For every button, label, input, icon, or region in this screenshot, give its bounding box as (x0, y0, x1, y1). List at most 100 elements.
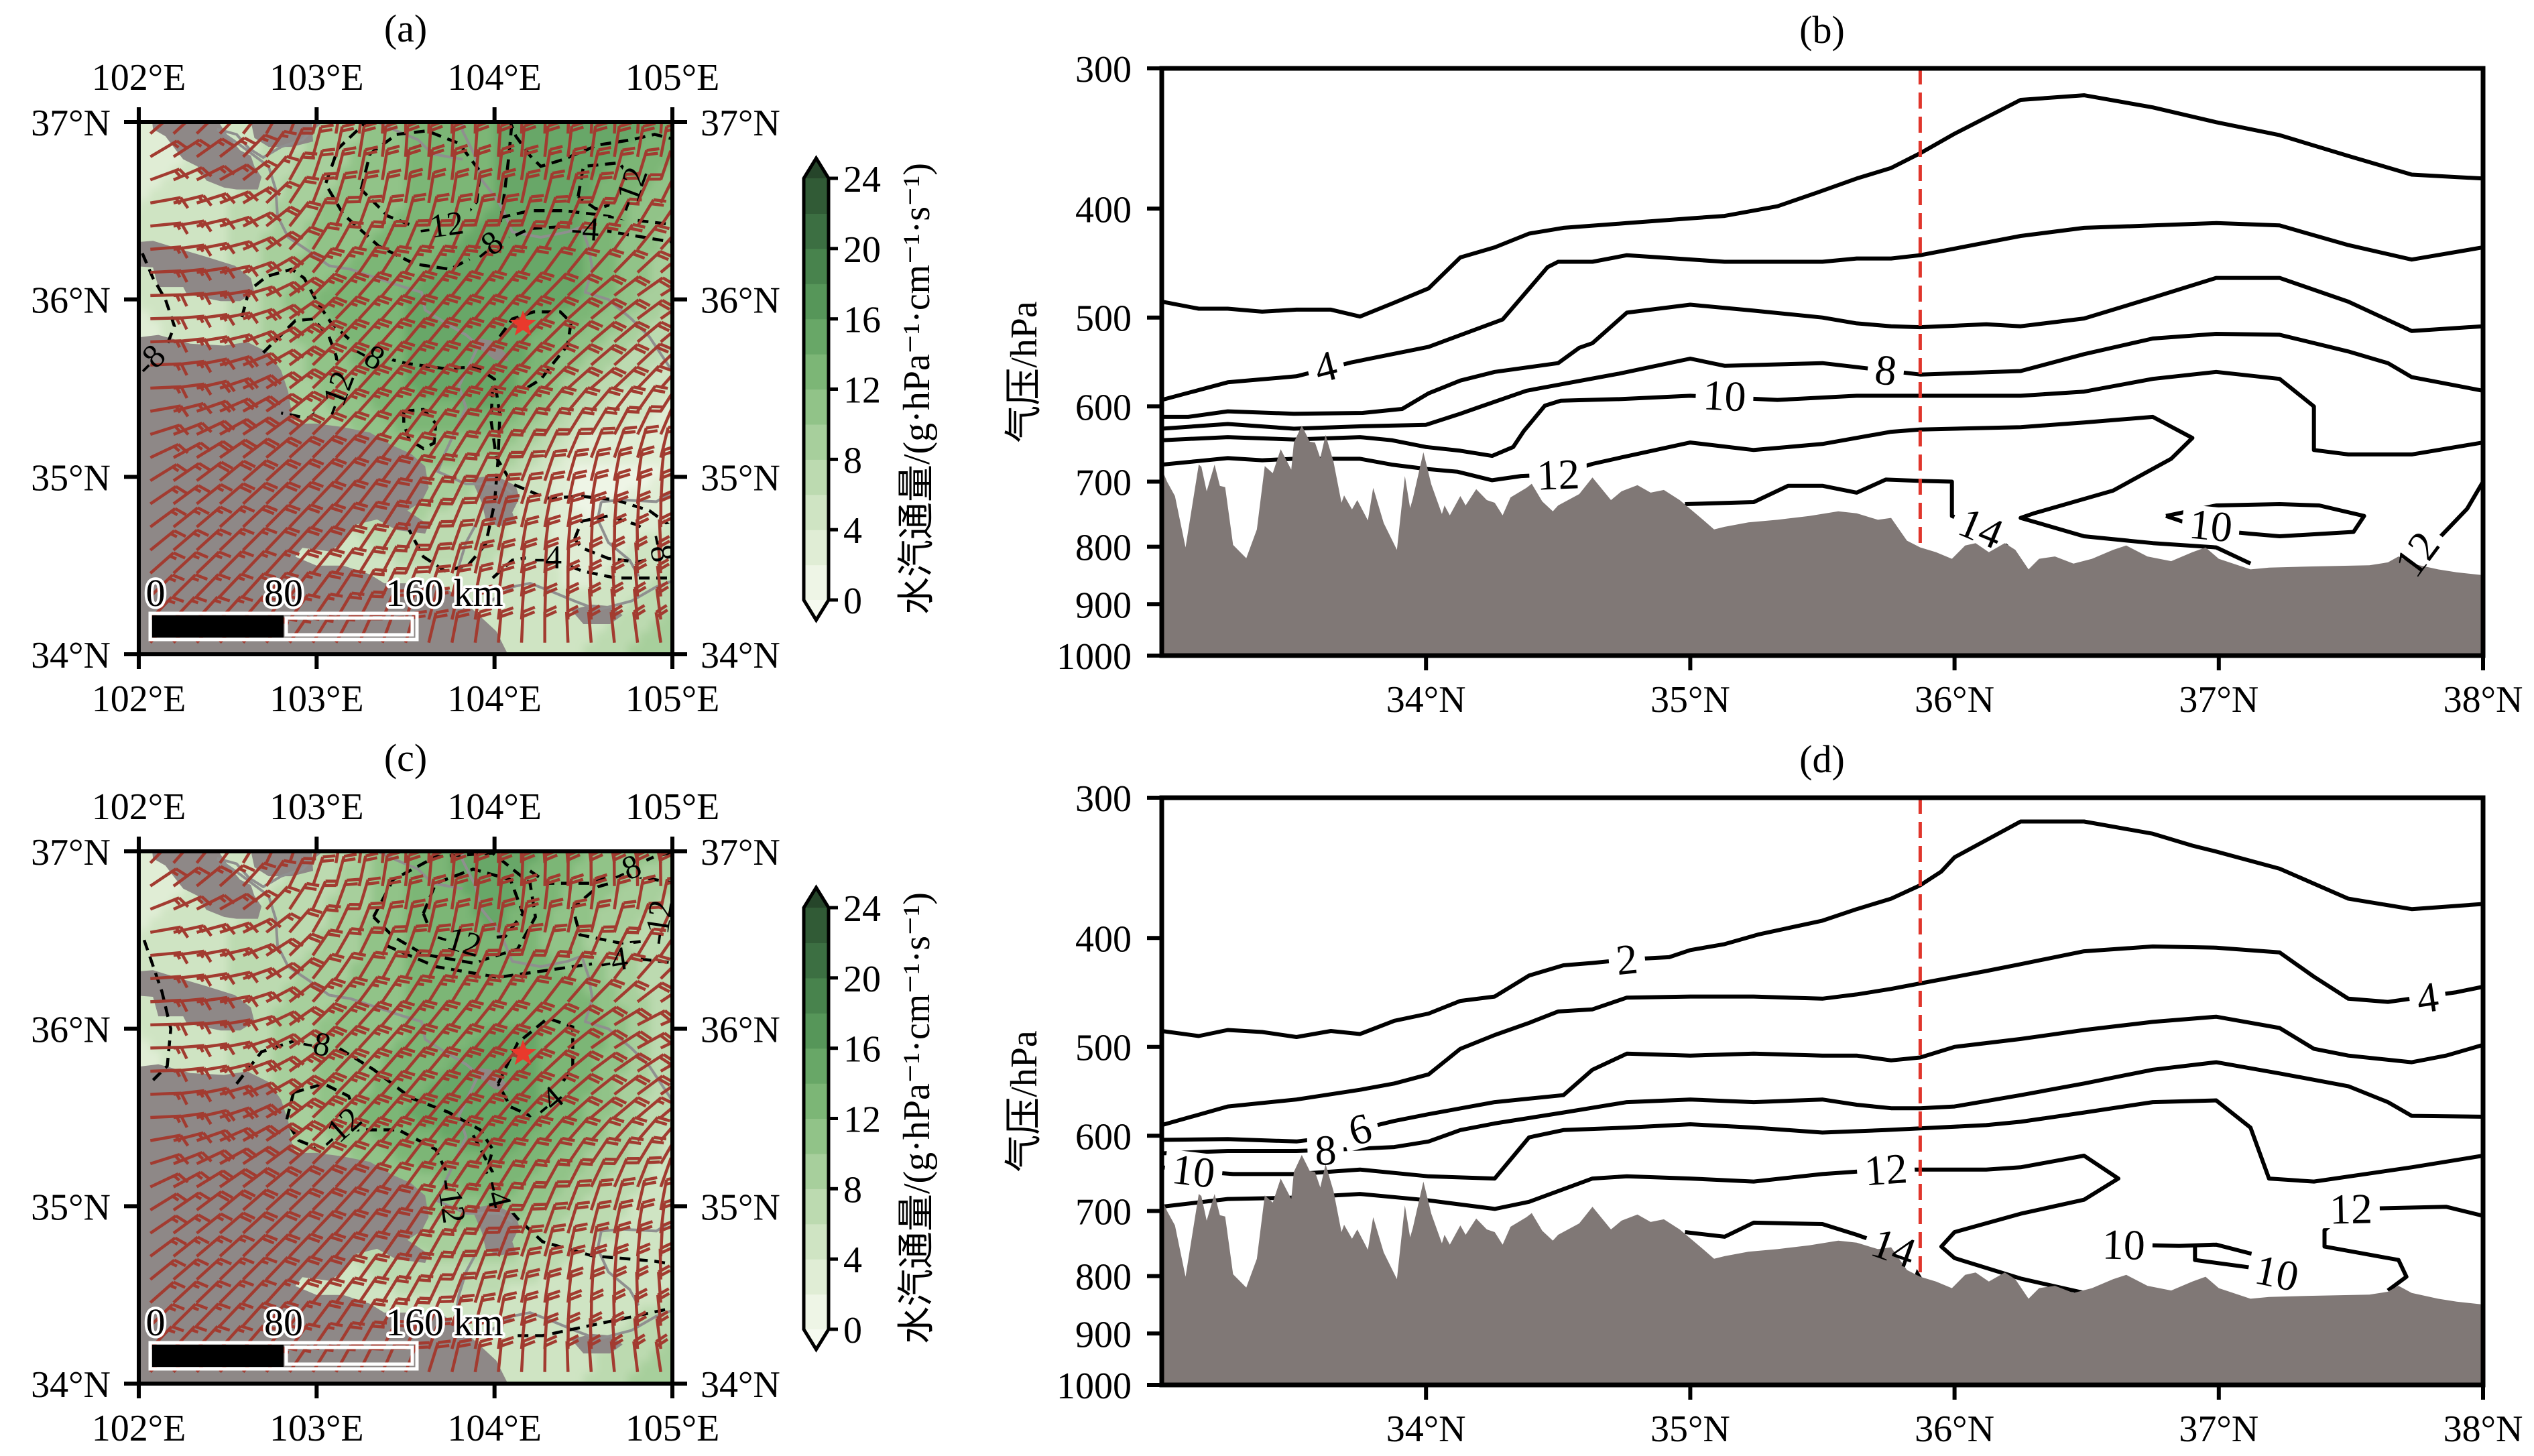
flux-cell (394, 554, 406, 566)
flux-cell (316, 266, 328, 278)
flux-cell (183, 962, 195, 974)
flux-cell (594, 995, 607, 1008)
wind-barb (149, 139, 188, 158)
wind-barb (450, 219, 477, 250)
flux-cell (438, 962, 451, 974)
wind-barb (381, 454, 414, 482)
flux-cell (528, 928, 540, 941)
wind-barb (427, 542, 452, 574)
flux-cell (528, 906, 540, 918)
flux-cell (372, 210, 384, 223)
wind-barb (149, 507, 187, 528)
flux-cell (239, 984, 251, 996)
flux-cell (139, 310, 151, 322)
wind-barb (636, 424, 660, 459)
flux-cell (205, 962, 217, 974)
flux-cell (394, 210, 406, 223)
colorbar-tick-label: 12 (843, 370, 881, 412)
flux-cell (294, 918, 306, 930)
flux-cell (561, 454, 573, 467)
flux-cell (139, 133, 151, 145)
flux-cell (161, 884, 173, 896)
flux-cell (372, 1128, 384, 1140)
flux-cell (650, 1040, 662, 1052)
flux-cell (605, 962, 617, 974)
wind-barb (497, 493, 520, 528)
flux-cell (572, 995, 585, 1008)
y-tick-label: 300 (1075, 49, 1132, 90)
flux-cell (550, 388, 562, 400)
wind-barb (404, 316, 438, 343)
flux-cell (305, 277, 318, 289)
flux-cell (350, 862, 362, 874)
colorbar-extend-min (804, 600, 829, 620)
flux-cell (661, 643, 672, 654)
wind-barb (311, 570, 345, 598)
flux-cell (227, 321, 239, 333)
flux-cell (327, 962, 340, 974)
wind-barb (381, 432, 414, 459)
flux-cell (316, 1018, 328, 1030)
flux-cell (539, 928, 551, 941)
flux-cell (505, 377, 518, 389)
flux-cell (528, 210, 540, 223)
flux-cell (528, 355, 540, 367)
flux-cell (650, 1084, 662, 1096)
flux-cell (249, 928, 262, 941)
wind-barb (172, 506, 210, 528)
x-tick-label-bottom: 102°E (92, 678, 186, 720)
flux-cell (594, 984, 607, 996)
flux-cell (294, 221, 306, 234)
wind-barb (427, 340, 462, 366)
flux-cell (316, 388, 328, 400)
wind-barb (427, 564, 452, 597)
wind-barb (335, 221, 364, 250)
wind-barb (311, 548, 345, 574)
flux-cell (572, 631, 585, 644)
wind-barb (219, 459, 256, 482)
flux-cell (483, 233, 495, 245)
flux-cell (372, 884, 384, 896)
flux-cell (539, 643, 551, 654)
flux-cell (161, 210, 173, 223)
flux-cell (550, 940, 562, 952)
flux-cell (139, 144, 151, 156)
flux-cell (327, 554, 340, 566)
wind-barb (566, 320, 603, 343)
flux-cell (172, 1028, 184, 1040)
wind-barb (450, 122, 454, 134)
wind-barb (613, 426, 638, 459)
colorbar-bin (804, 424, 829, 460)
wind-barb (335, 318, 370, 343)
flux-cell (583, 454, 595, 467)
wind-barb (265, 155, 300, 181)
flux-cell (461, 577, 473, 589)
flux-cell (505, 210, 518, 223)
flux-cell (350, 962, 362, 974)
wind-barb (427, 363, 462, 389)
flux-cell (239, 321, 251, 333)
wind-barb (543, 145, 563, 180)
flux-cell (494, 377, 506, 389)
wind-barb (497, 406, 528, 436)
wind-barb (311, 196, 339, 227)
wind-barb (427, 586, 450, 620)
wind-barb (288, 322, 326, 343)
flux-cell (438, 1150, 451, 1162)
flux-cell (272, 277, 284, 289)
flux-cell (605, 1106, 617, 1118)
flux-cell (461, 906, 473, 918)
flux-cell (627, 288, 640, 300)
flux-cell (605, 177, 617, 189)
y-tick-label-left: 34°N (31, 635, 111, 676)
flux-cell (572, 884, 585, 896)
flux-cell (572, 521, 585, 533)
flux-cell (239, 1028, 251, 1040)
flux-cell (394, 177, 406, 189)
flux-cell (550, 862, 562, 874)
wind-barb (288, 390, 326, 413)
flux-cell (650, 487, 662, 500)
flux-cell (139, 299, 151, 311)
flux-cell (483, 862, 495, 874)
